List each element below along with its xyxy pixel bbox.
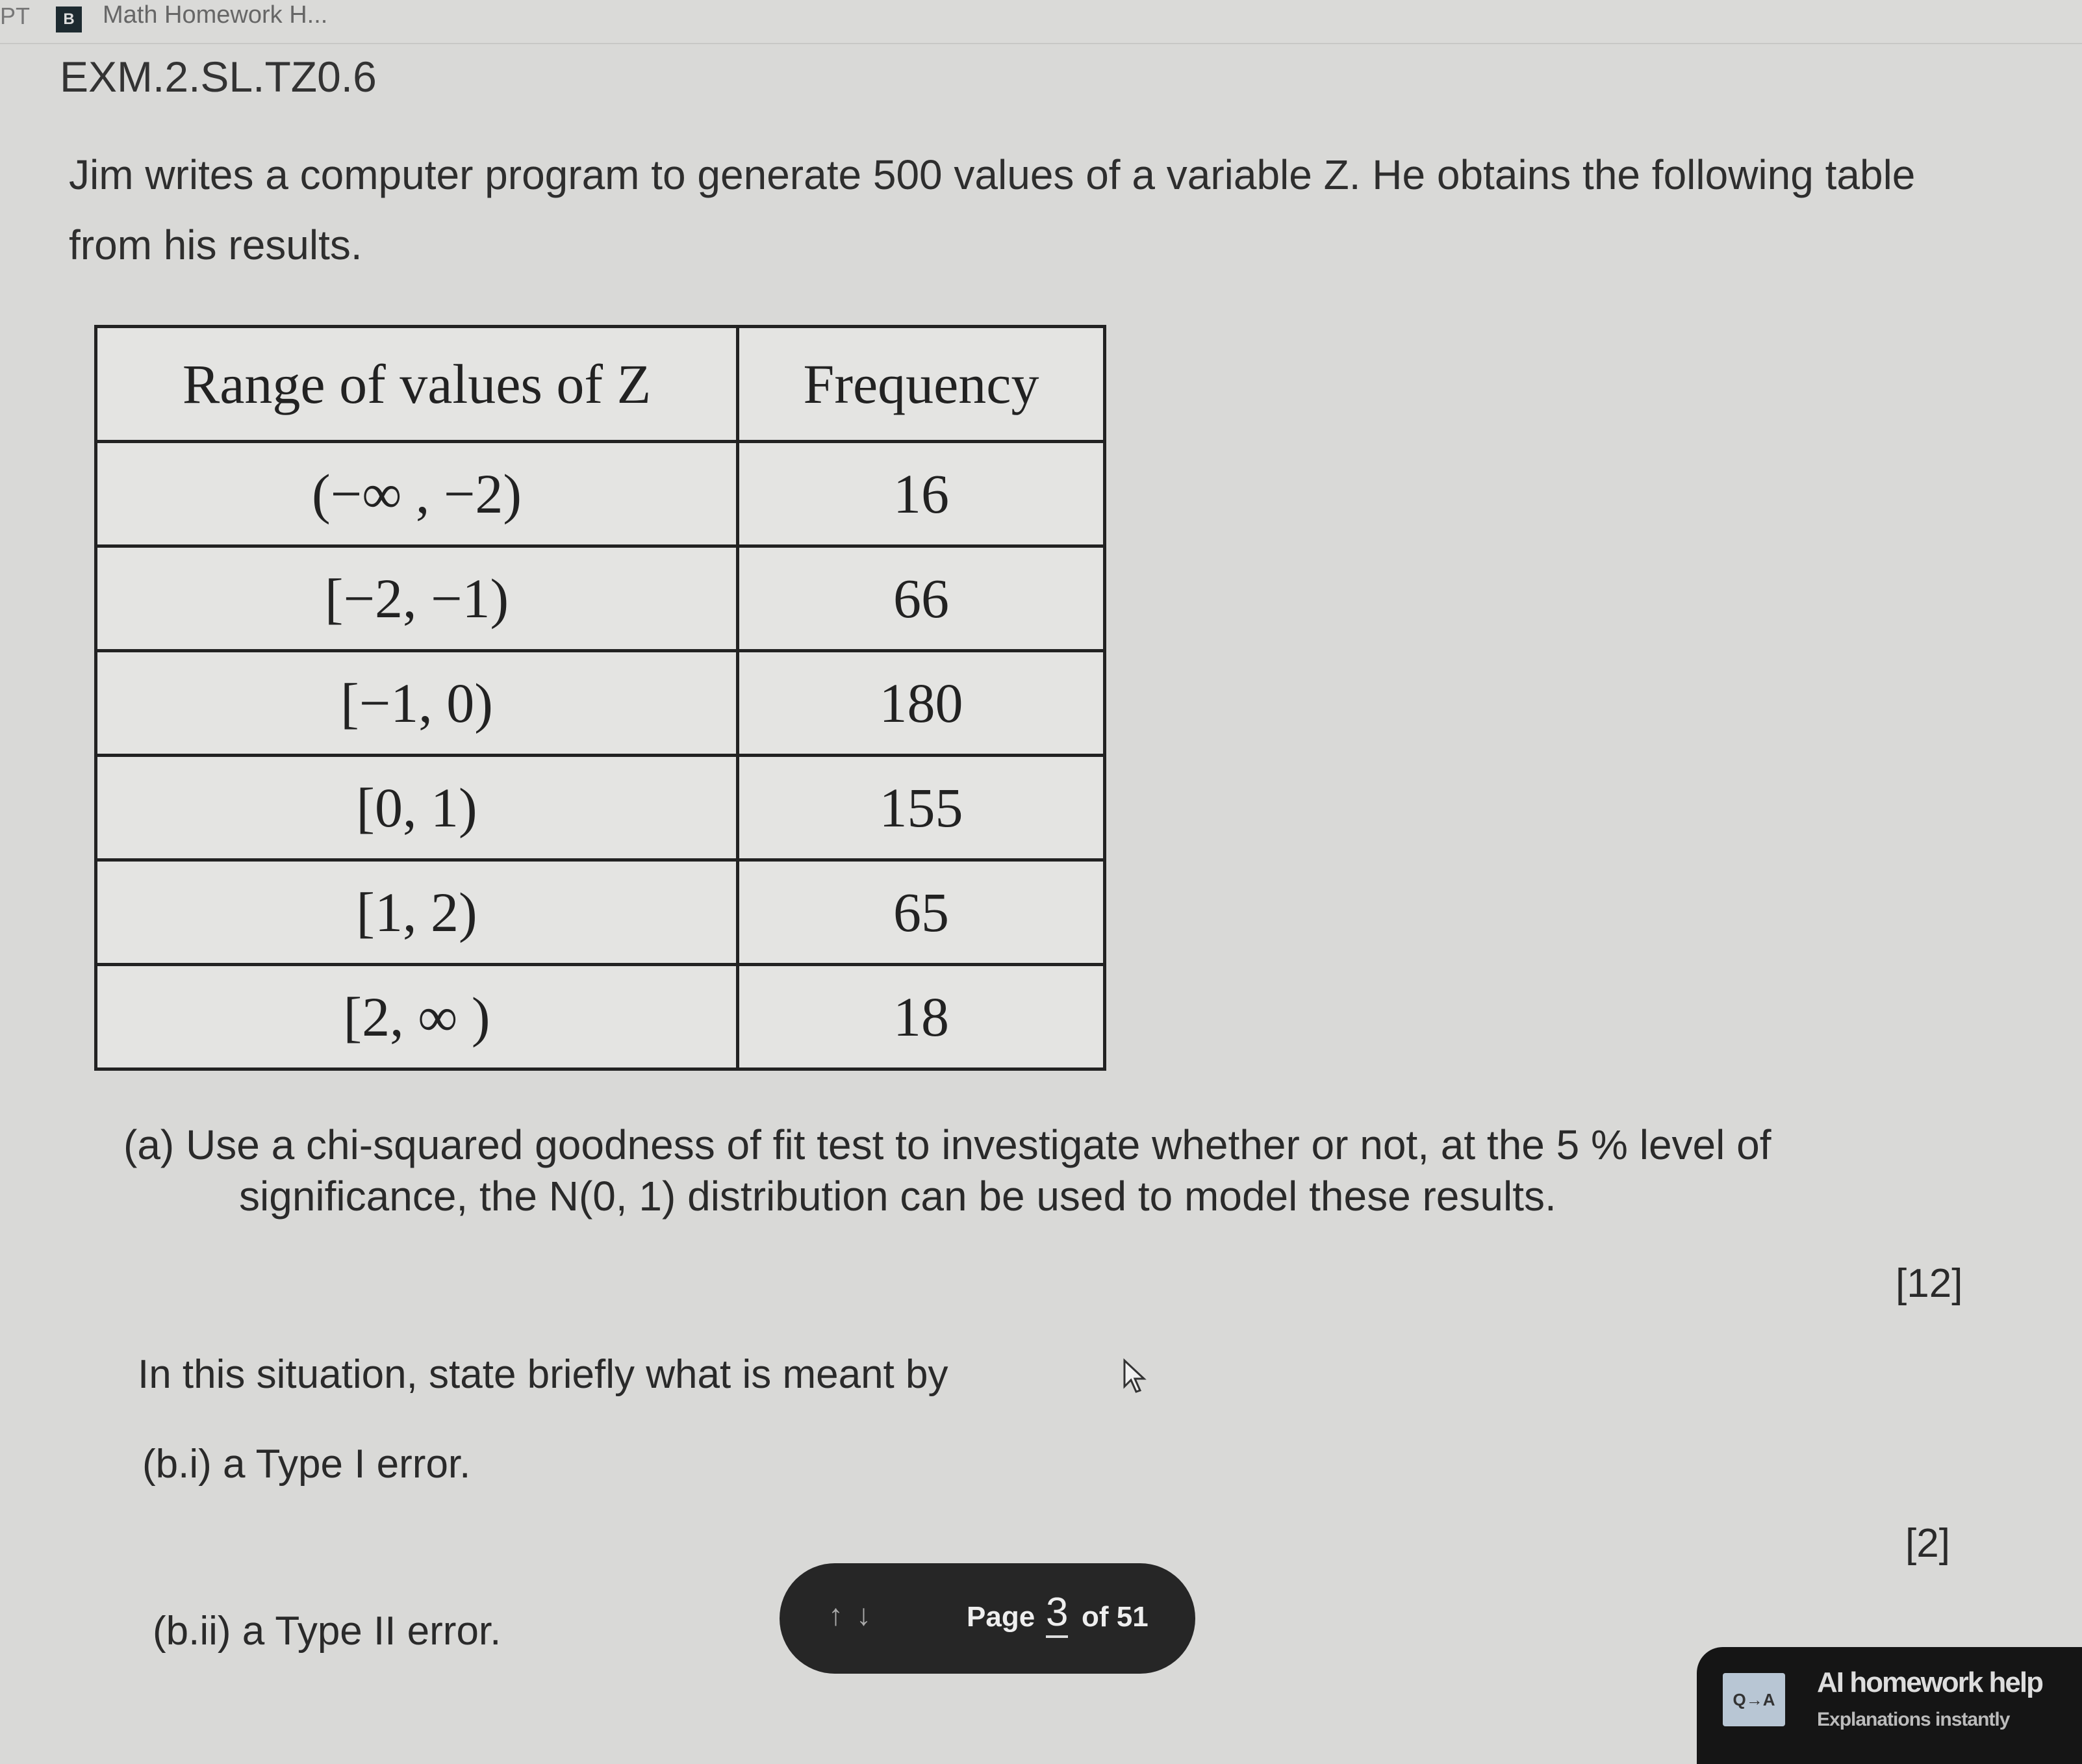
table-header-row: Range of values of Z Frequency [94,325,1106,443]
page-up-down-arrows-icon[interactable]: ↑↓ [828,1598,884,1631]
table-row: [2, ∞ ) 18 [94,963,1106,1071]
part-b-i-marks: [2] [1905,1521,1950,1566]
ai-help-subtitle: Explanations instantly [1817,1709,2010,1730]
range-cell: [−2, −1) [94,544,739,652]
page-label: Page [967,1601,1035,1633]
part-b-stem: In this situation, state briefly what is… [138,1352,948,1397]
frequency-cell: 180 [736,649,1106,757]
page-navigator: ↑↓ Page 3 of 51 [780,1563,1195,1674]
range-cell: [1, 2) [94,858,739,966]
table-row: [1, 2) 65 [94,858,1106,966]
table-row: (−∞ , −2) 16 [94,440,1106,548]
page-total: of 51 [1082,1601,1149,1633]
site-favicon-icon: B [56,6,82,32]
part-a-text-continued: significance, the N(0, 1) distribution c… [239,1173,1556,1220]
current-page-input[interactable]: 3 [1046,1589,1069,1638]
header-range: Range of values of Z [94,325,739,443]
part-a-marks: [12] [1896,1261,1963,1306]
browser-tab-bar: PT B Math Homework H... [0,0,2082,44]
table-row: [−2, −1) 66 [94,544,1106,652]
previous-tab-fragment[interactable]: PT [0,3,31,29]
frequency-cell: 18 [736,963,1106,1071]
ai-homework-help-button[interactable]: Q→A AI homework help Explanations instan… [1697,1647,2082,1764]
table-row: [0, 1) 155 [94,754,1106,862]
range-cell: [−1, 0) [94,649,739,757]
frequency-cell: 16 [736,440,1106,548]
range-cell: [0, 1) [94,754,739,862]
frequency-table: Range of values of Z Frequency (−∞ , −2)… [94,325,1106,1071]
frequency-cell: 155 [736,754,1106,862]
part-b-i: (b.i) a Type I error. [142,1442,471,1487]
part-b-ii: (b.ii) a Type II error. [153,1609,501,1654]
frequency-cell: 65 [736,858,1106,966]
ai-help-title: AI homework help [1817,1667,2044,1698]
table-row: [−1, 0) 180 [94,649,1106,757]
mouse-cursor-icon [1123,1358,1147,1393]
tab-math-homework[interactable]: Math Homework H... [103,1,328,29]
frequency-cell: 66 [736,544,1106,652]
part-a-text: (a) Use a chi-squared goodness of fit te… [123,1121,1771,1168]
qa-chat-icon: Q→A [1723,1673,1785,1726]
header-frequency: Frequency [736,325,1106,443]
range-cell: (−∞ , −2) [94,440,739,548]
range-cell: [2, ∞ ) [94,963,739,1071]
question-intro: Jim writes a computer program to generat… [69,151,1916,268]
question-id: EXM.2.SL.TZ0.6 [60,53,377,101]
